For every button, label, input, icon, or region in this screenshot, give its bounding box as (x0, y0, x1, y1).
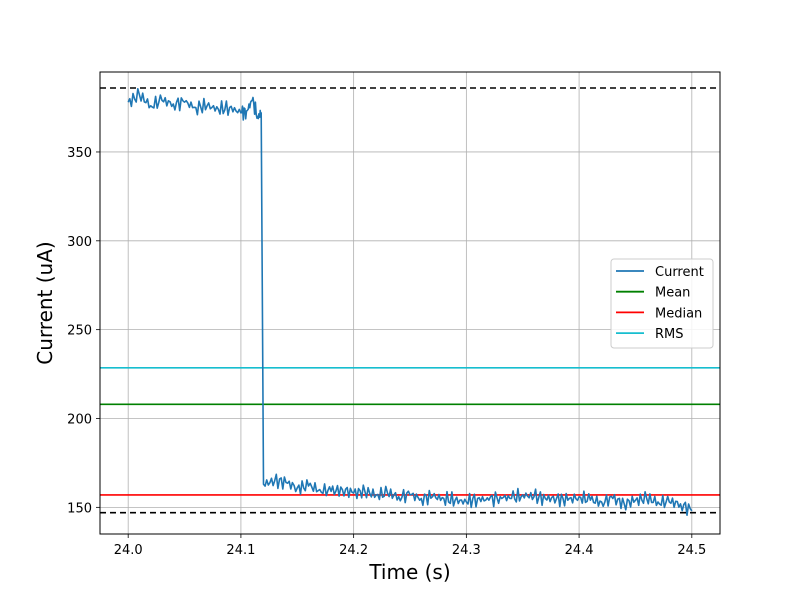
y-axis-ticks: 150 200 250 300 350 (67, 146, 100, 516)
plot-frame (99, 71, 721, 535)
bound-lines (100, 87, 720, 514)
x-axis-title: Time (s) (368, 560, 450, 584)
legend-label-current: Current (655, 265, 704, 280)
x-tick-label: 24.4 (565, 543, 594, 558)
x-tick-label: 24.3 (452, 543, 481, 558)
x-tick-label: 24.0 (114, 543, 143, 558)
legend-box (610, 258, 714, 349)
series-lines (127, 88, 693, 517)
y-tick-label: 300 (67, 235, 92, 250)
x-tick-label: 24.2 (339, 543, 368, 558)
y-tick-label: 200 (67, 413, 92, 428)
legend: Current Mean Median RMS (610, 258, 714, 349)
legend-label-median: Median (655, 306, 702, 321)
y-tick-label: 250 (67, 324, 92, 339)
y-axis-title: Current (uA) (33, 241, 57, 364)
y-tick-label: 350 (67, 146, 92, 161)
x-tick-label: 24.5 (677, 543, 706, 558)
legend-label-mean: Mean (655, 286, 690, 301)
legend-label-rms: RMS (655, 327, 684, 342)
y-tick-label: 150 (67, 501, 92, 516)
x-axis-ticks: 24.0 24.1 24.2 24.3 24.4 24.5 (114, 534, 706, 558)
x-tick-label: 24.1 (226, 543, 255, 558)
grid-lines (100, 72, 720, 534)
series-line-current (127, 88, 693, 517)
